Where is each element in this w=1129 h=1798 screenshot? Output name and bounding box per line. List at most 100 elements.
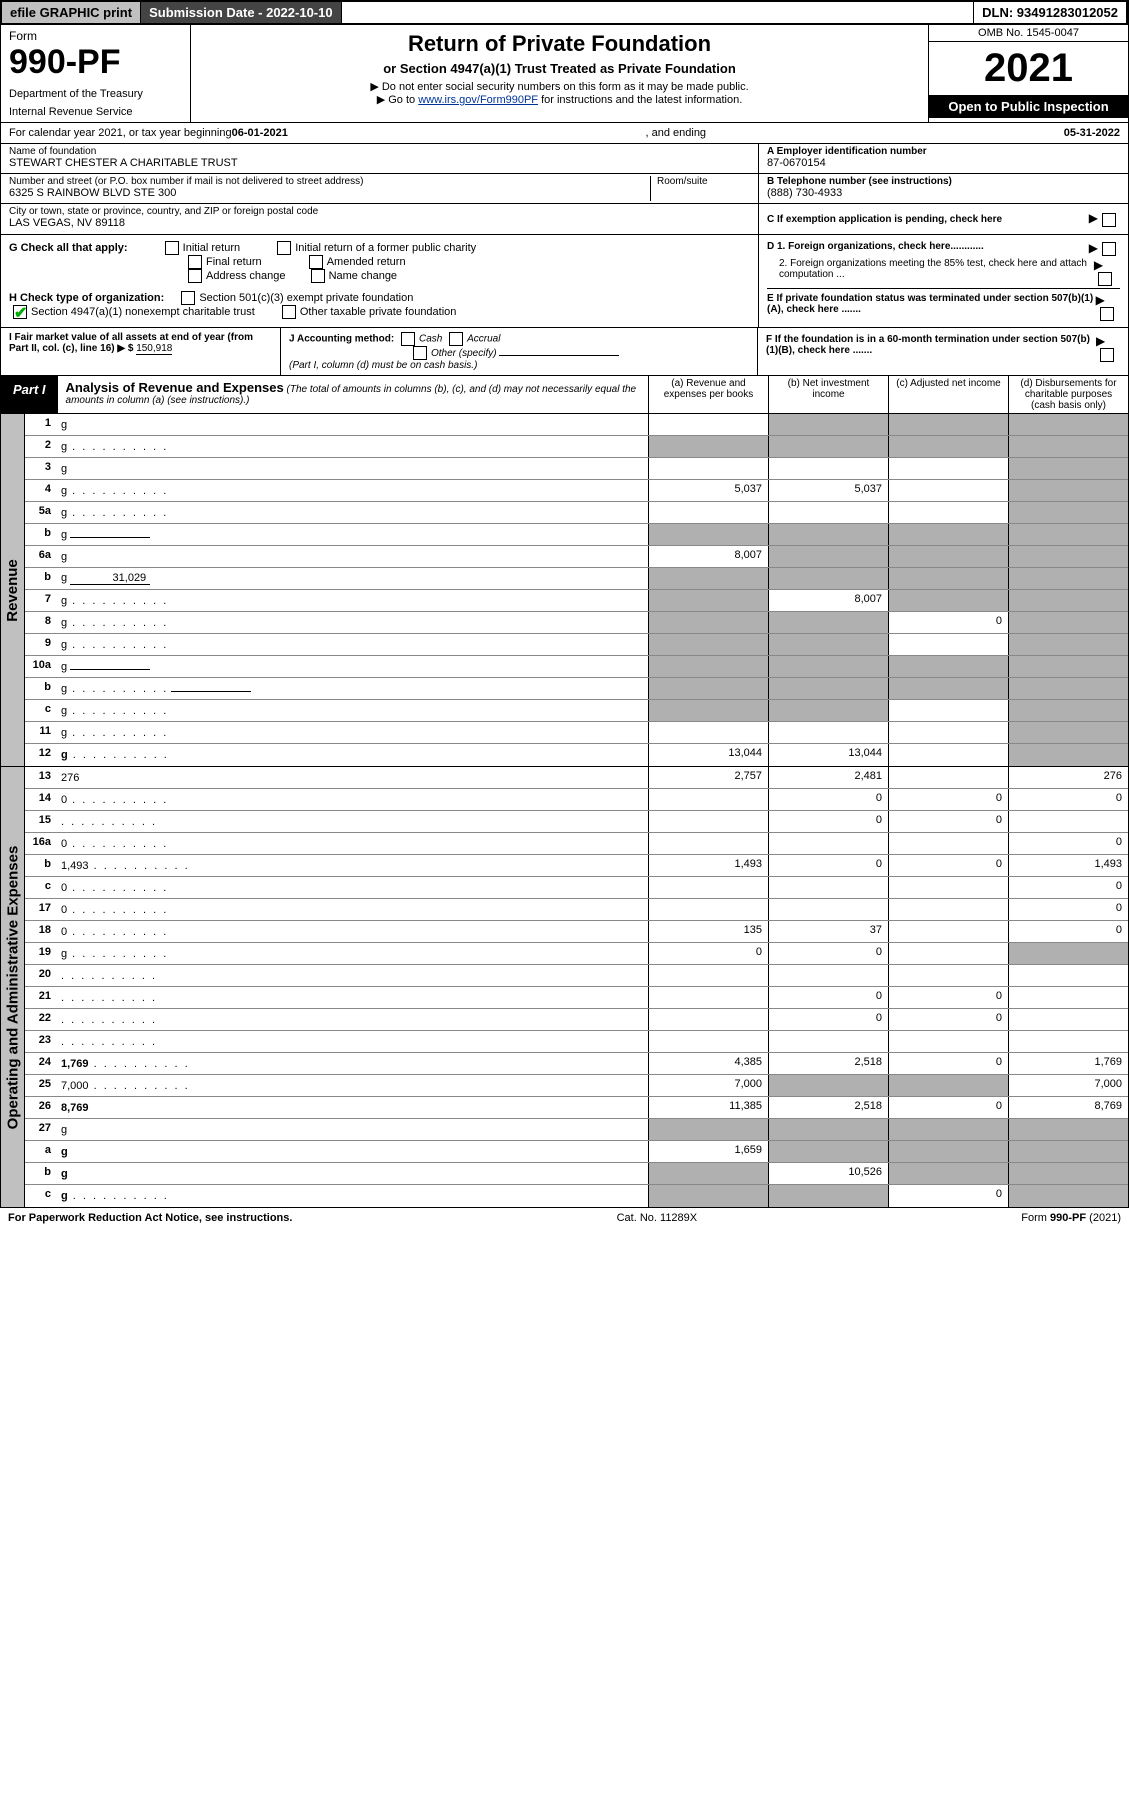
line-desc: 1,769 <box>57 1053 648 1074</box>
cell-col-d <box>1008 480 1128 501</box>
foundation-address: 6325 S RAINBOW BLVD STE 300 <box>9 187 650 199</box>
cell-col-c <box>888 1075 1008 1096</box>
table-row: 4g5,0375,037 <box>25 480 1128 502</box>
line-desc: g <box>57 1141 648 1162</box>
table-row: 257,0007,0007,000 <box>25 1075 1128 1097</box>
col-b-header: (b) Net investment income <box>768 376 888 413</box>
d2-checkbox[interactable] <box>1098 272 1112 286</box>
line-desc: g <box>57 943 648 964</box>
cell-col-a <box>648 414 768 435</box>
cell-col-c: 0 <box>888 789 1008 810</box>
cell-col-b: 10,526 <box>768 1163 888 1184</box>
line-desc: g <box>57 678 648 699</box>
addr-label: Number and street (or P.O. box number if… <box>9 176 650 187</box>
line-desc: g <box>57 634 648 655</box>
line-number: 14 <box>25 789 57 810</box>
cell-col-c <box>888 722 1008 743</box>
chk-final[interactable] <box>188 255 202 269</box>
cell-col-b: 13,044 <box>768 744 888 766</box>
dept-treasury: Department of the Treasury <box>9 88 182 100</box>
cell-col-d <box>1008 811 1128 832</box>
cell-col-b: 0 <box>768 811 888 832</box>
e-checkbox[interactable] <box>1100 307 1114 321</box>
footer-catno: Cat. No. 11289X <box>617 1212 698 1224</box>
table-row: cg0 <box>25 1185 1128 1207</box>
cell-col-a: 13,044 <box>648 744 768 766</box>
line-number: 21 <box>25 987 57 1008</box>
table-row: 27g <box>25 1119 1128 1141</box>
line-number: c <box>25 877 57 898</box>
line-desc: g 31,029 <box>57 568 648 589</box>
chk-amended[interactable] <box>309 255 323 269</box>
cell-col-a: 7,000 <box>648 1075 768 1096</box>
line-desc: g <box>57 612 648 633</box>
cell-col-b <box>768 458 888 479</box>
cell-col-b: 5,037 <box>768 480 888 501</box>
line-number: 18 <box>25 921 57 942</box>
line-desc: 7,000 <box>57 1075 648 1096</box>
c-checkbox[interactable] <box>1102 213 1116 227</box>
cell-col-c <box>888 546 1008 567</box>
chk-4947[interactable] <box>13 305 27 319</box>
cell-col-c <box>888 899 1008 920</box>
cell-col-c <box>888 480 1008 501</box>
cell-col-b <box>768 965 888 986</box>
table-row: 23 <box>25 1031 1128 1053</box>
f-checkbox[interactable] <box>1100 348 1114 362</box>
table-row: 180135370 <box>25 921 1128 943</box>
cell-col-a <box>648 833 768 854</box>
cell-col-d: 0 <box>1008 921 1128 942</box>
chk-name[interactable] <box>311 269 325 283</box>
chk-cash[interactable] <box>401 332 415 346</box>
line-desc: g <box>57 546 648 567</box>
cell-col-d: 0 <box>1008 789 1128 810</box>
cell-col-a <box>648 1163 768 1184</box>
table-row: 241,7694,3852,51801,769 <box>25 1053 1128 1075</box>
cell-col-b <box>768 502 888 523</box>
table-row: ag1,659 <box>25 1141 1128 1163</box>
cell-col-c <box>888 678 1008 699</box>
fmv-block: I Fair market value of all assets at end… <box>0 328 1129 376</box>
cell-col-b <box>768 1075 888 1096</box>
chk-other-tax[interactable] <box>282 305 296 319</box>
line-number: 7 <box>25 590 57 611</box>
cell-col-b <box>768 436 888 457</box>
chk-address[interactable] <box>188 269 202 283</box>
cell-col-c: 0 <box>888 987 1008 1008</box>
col-d-header: (d) Disbursements for charitable purpose… <box>1008 376 1128 413</box>
cell-col-d <box>1008 943 1128 964</box>
part1-header: Part I Analysis of Revenue and Expenses … <box>0 376 1129 414</box>
cell-col-a: 1,493 <box>648 855 768 876</box>
line-desc: g <box>57 1185 648 1207</box>
cell-col-c <box>888 744 1008 766</box>
table-row: 12g13,04413,044 <box>25 744 1128 766</box>
cell-col-a <box>648 700 768 721</box>
cell-col-a: 135 <box>648 921 768 942</box>
chk-accrual[interactable] <box>449 332 463 346</box>
chk-501c3[interactable] <box>181 291 195 305</box>
page-footer: For Paperwork Reduction Act Notice, see … <box>0 1208 1129 1228</box>
line-desc: g <box>57 700 648 721</box>
cell-col-b <box>768 1185 888 1207</box>
cell-col-c <box>888 656 1008 677</box>
irs-link[interactable]: www.irs.gov/Form990PF <box>418 94 538 106</box>
cell-col-c <box>888 524 1008 545</box>
f-label: F If the foundation is in a 60-month ter… <box>766 334 1096 356</box>
table-row: 132762,7572,481276 <box>25 767 1128 789</box>
cell-col-c <box>888 634 1008 655</box>
cell-col-c <box>888 943 1008 964</box>
chk-initial-former[interactable] <box>277 241 291 255</box>
g-h-block: G Check all that apply: Initial return I… <box>0 235 1129 328</box>
cell-col-d <box>1008 744 1128 766</box>
cell-col-d <box>1008 1163 1128 1184</box>
fmv-value: 150,918 <box>136 343 172 355</box>
cell-col-d <box>1008 656 1128 677</box>
chk-other-method[interactable] <box>413 346 427 360</box>
chk-initial[interactable] <box>165 241 179 255</box>
cell-col-d <box>1008 1031 1128 1052</box>
d1-checkbox[interactable] <box>1102 242 1116 256</box>
line-desc <box>57 987 648 1008</box>
cell-col-a <box>648 458 768 479</box>
cell-col-d <box>1008 612 1128 633</box>
line-number: 26 <box>25 1097 57 1118</box>
